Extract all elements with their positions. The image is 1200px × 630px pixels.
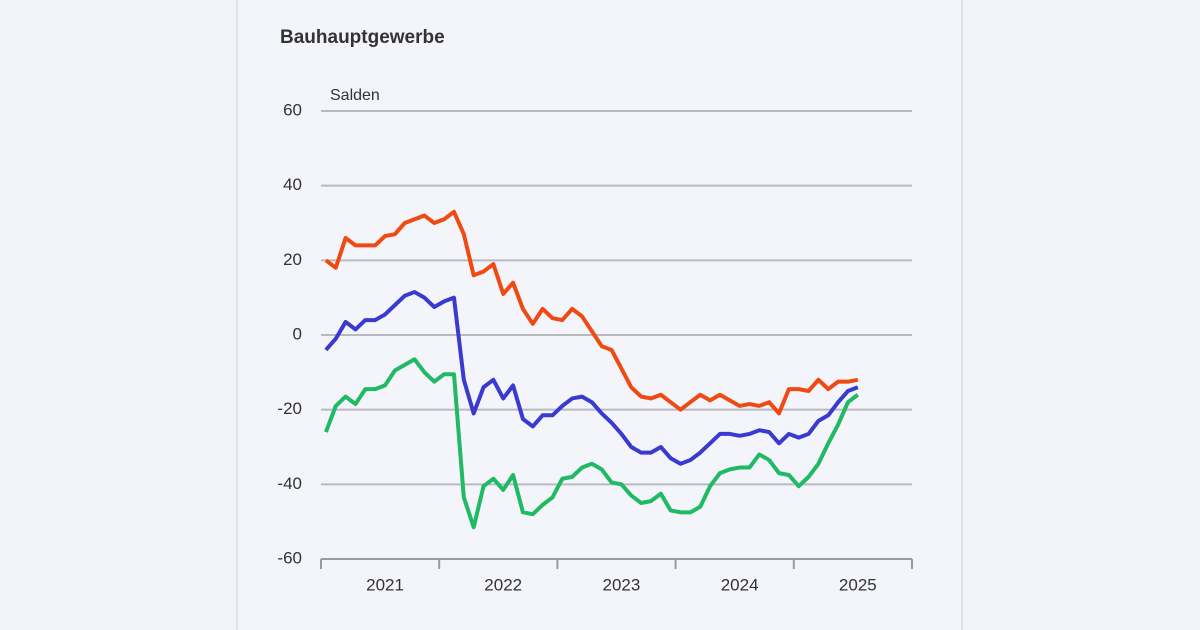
panel	[236, 0, 963, 630]
y-tick-label: 0	[293, 324, 302, 343]
x-tick-label: 2021	[366, 575, 404, 594]
y-tick-label: 60	[283, 100, 302, 119]
series-line	[324, 290, 859, 466]
chart-title: Bauhauptgewerbe	[280, 27, 445, 48]
x-tick-label: 2023	[603, 575, 641, 594]
y-tick-label: -40	[277, 474, 302, 493]
x-tick-label: 2025	[839, 575, 877, 594]
y-tick-label: -20	[277, 399, 302, 418]
y-tick-label: -60	[277, 548, 302, 567]
series-line	[324, 357, 860, 530]
x-tick-label: 2024	[721, 575, 759, 594]
y-tick-label: 20	[283, 250, 302, 269]
y-tick-label: 40	[283, 175, 302, 194]
series-line	[324, 209, 859, 416]
y-axis-label: Salden	[330, 87, 380, 104]
x-tick-label: 2022	[484, 575, 522, 594]
